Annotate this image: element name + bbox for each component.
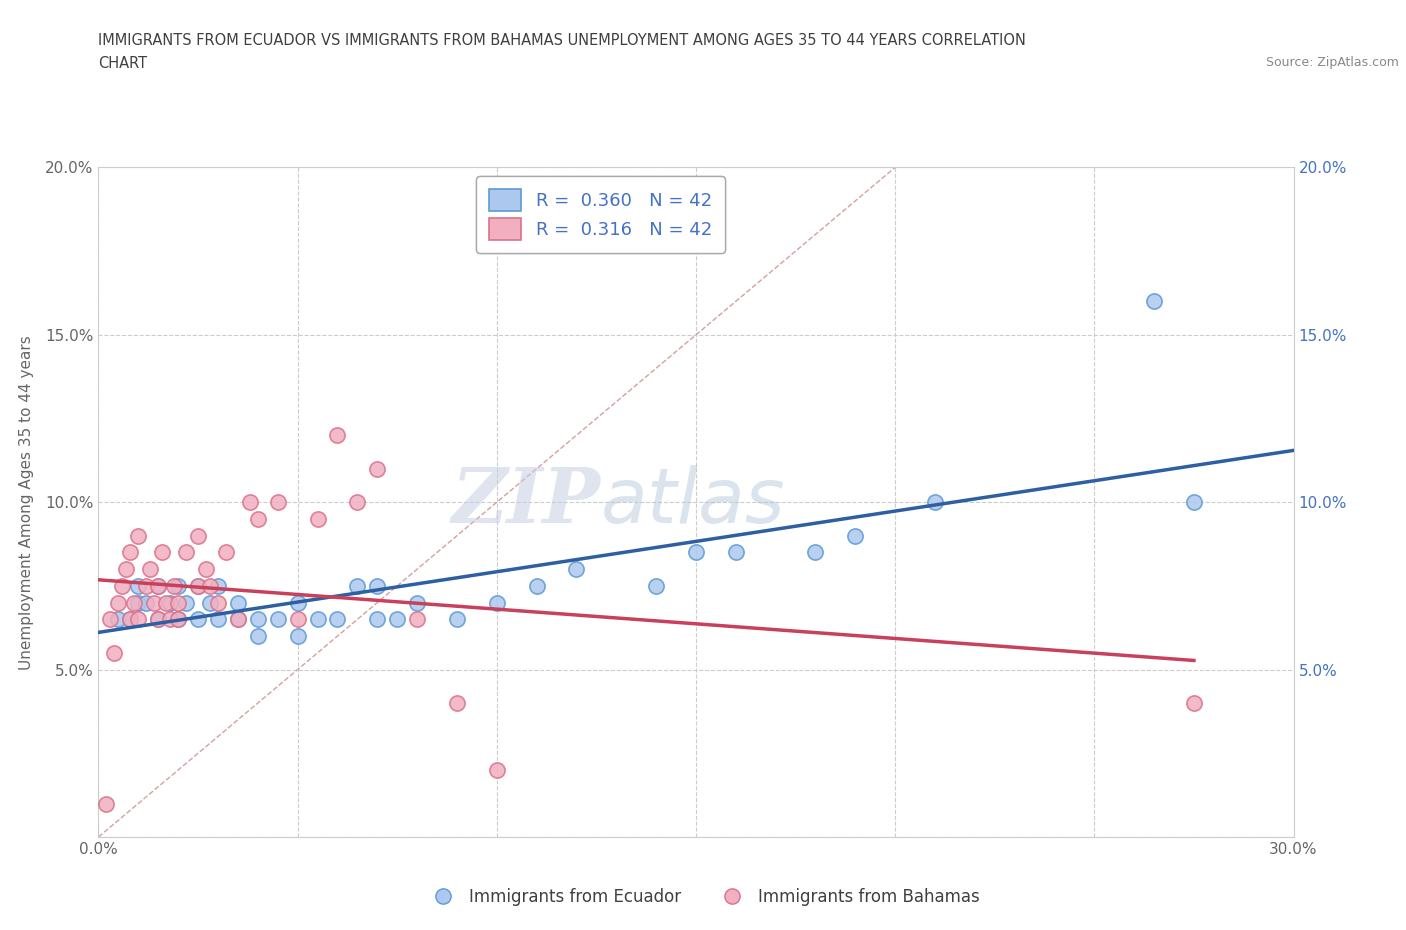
Point	[565, 562, 588, 577]
Point	[107, 595, 129, 610]
Point	[187, 528, 209, 543]
Point	[174, 545, 197, 560]
Point	[645, 578, 668, 593]
Point	[207, 595, 229, 610]
Point	[111, 578, 134, 593]
Point	[135, 578, 157, 593]
Text: CHART: CHART	[98, 56, 148, 71]
Point	[485, 763, 508, 777]
Point	[198, 578, 221, 593]
Point	[346, 495, 368, 510]
Point	[1182, 696, 1205, 711]
Point	[685, 545, 707, 560]
Point	[120, 612, 142, 627]
Point	[1182, 495, 1205, 510]
Point	[804, 545, 827, 560]
Point	[1143, 294, 1166, 309]
Point	[163, 578, 186, 593]
Point	[246, 612, 269, 627]
Point	[155, 595, 177, 610]
Point	[385, 612, 409, 627]
Point	[215, 545, 238, 560]
Point	[135, 595, 157, 610]
Point	[120, 545, 142, 560]
Point	[148, 612, 170, 627]
Point	[127, 528, 149, 543]
Point	[100, 612, 122, 627]
Point	[96, 796, 118, 811]
Text: atlas: atlas	[600, 465, 785, 539]
Point	[226, 612, 249, 627]
Point	[159, 612, 181, 627]
Point	[267, 495, 290, 510]
Point	[485, 595, 508, 610]
Point	[167, 612, 190, 627]
Point	[127, 578, 149, 593]
Point	[207, 612, 229, 627]
Point	[150, 545, 173, 560]
Point	[844, 528, 866, 543]
Point	[167, 578, 190, 593]
Point	[526, 578, 548, 593]
Point	[195, 562, 218, 577]
Legend: Immigrants from Ecuador, Immigrants from Bahamas: Immigrants from Ecuador, Immigrants from…	[419, 881, 987, 912]
Point	[187, 578, 209, 593]
Point	[127, 612, 149, 627]
Point	[187, 578, 209, 593]
Point	[148, 578, 170, 593]
Text: IMMIGRANTS FROM ECUADOR VS IMMIGRANTS FROM BAHAMAS UNEMPLOYMENT AMONG AGES 35 TO: IMMIGRANTS FROM ECUADOR VS IMMIGRANTS FR…	[98, 33, 1026, 47]
Point	[446, 612, 468, 627]
Point	[103, 645, 125, 660]
Point	[246, 512, 269, 526]
Point	[127, 595, 149, 610]
Point	[307, 612, 329, 627]
Point	[124, 595, 146, 610]
Point	[267, 612, 290, 627]
Point	[366, 612, 388, 627]
Point	[366, 461, 388, 476]
Legend: R =  0.360   N = 42, R =  0.316   N = 42: R = 0.360 N = 42, R = 0.316 N = 42	[477, 177, 724, 253]
Point	[226, 595, 249, 610]
Point	[346, 578, 368, 593]
Point	[326, 612, 349, 627]
Point	[366, 578, 388, 593]
Point	[107, 612, 129, 627]
Point	[187, 612, 209, 627]
Point	[115, 562, 138, 577]
Point	[139, 562, 162, 577]
Point	[174, 595, 197, 610]
Y-axis label: Unemployment Among Ages 35 to 44 years: Unemployment Among Ages 35 to 44 years	[20, 335, 34, 670]
Point	[924, 495, 946, 510]
Point	[120, 612, 142, 627]
Point	[198, 595, 221, 610]
Point	[406, 595, 429, 610]
Point	[226, 612, 249, 627]
Text: ZIP: ZIP	[451, 465, 600, 539]
Point	[246, 629, 269, 644]
Point	[287, 612, 309, 627]
Point	[406, 612, 429, 627]
Point	[326, 428, 349, 443]
Point	[167, 595, 190, 610]
Point	[287, 629, 309, 644]
Point	[148, 612, 170, 627]
Point	[307, 512, 329, 526]
Point	[446, 696, 468, 711]
Point	[239, 495, 262, 510]
Text: Source: ZipAtlas.com: Source: ZipAtlas.com	[1265, 56, 1399, 69]
Point	[143, 595, 166, 610]
Point	[724, 545, 747, 560]
Point	[207, 578, 229, 593]
Point	[167, 612, 190, 627]
Point	[148, 578, 170, 593]
Point	[159, 595, 181, 610]
Point	[287, 595, 309, 610]
